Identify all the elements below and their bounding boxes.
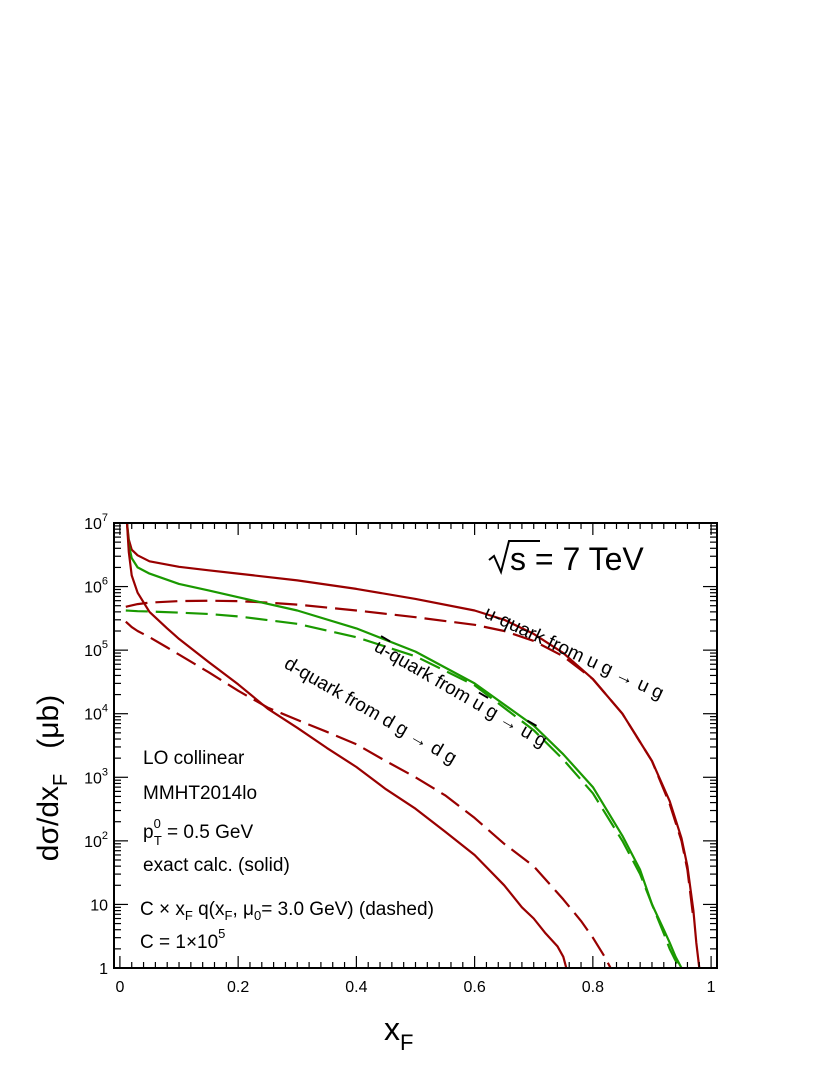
x-tick-label: 0.8 — [582, 979, 604, 996]
annotation-pt0-sup: 0 — [154, 816, 161, 831]
y-tick-label: 106 — [84, 576, 108, 597]
annotation-c-sup: 5 — [218, 926, 225, 941]
y-axis-label-sub: F — [50, 774, 72, 786]
y-axis-label-main: dσ/dx — [32, 786, 65, 861]
y-tick-label-exp: 3 — [102, 766, 108, 778]
annotation-formula-sub3: 0 — [254, 908, 261, 923]
annotation-c-main: C = 1×10 — [140, 932, 218, 953]
x-axis-label: xF — [384, 1011, 413, 1055]
y-tick-label-exp: 6 — [102, 576, 108, 588]
annotation-pt0: p0 T = 0.5 GeV — [143, 816, 253, 848]
annotation-formula-sub2: F — [225, 908, 233, 923]
y-tick-label-base: 10 — [84, 834, 102, 851]
curves-layer — [125, 523, 701, 968]
x-tick-label: 0.4 — [345, 979, 367, 996]
annotation-pt0-pre: p — [143, 822, 154, 843]
series-dark_red-dashed-1 — [125, 599, 695, 919]
annotation-dashed-formula: C × xF q(xF, μ0= 3.0 GeV) (dashed) — [140, 899, 434, 923]
y-tick-label: 107 — [84, 512, 108, 533]
y-tick-label: 102 — [84, 830, 108, 851]
y-axis-label: dσ/dxF (μb) — [32, 695, 72, 861]
annotation-pdf-set: MMHT2014lo — [143, 783, 257, 804]
annotation-block: LO collinear MMHT2014lo p0 T = 0.5 GeV ex… — [140, 748, 434, 953]
y-tick-label-exp: 4 — [102, 703, 108, 715]
y-tick-label-base: 10 — [84, 516, 102, 533]
x-tick-label: 0 — [115, 979, 124, 996]
label-ubar-quark-mid: -quark from — [380, 641, 479, 710]
y-tick-label-base: 10 — [84, 707, 102, 724]
sqrt-sign — [488, 540, 540, 576]
annotation-pt0-sub: T — [154, 833, 162, 848]
annotation-formula-post: = 3.0 GeV) (dashed) — [261, 899, 434, 920]
annotation-pt0-post: = 0.5 GeV — [162, 822, 254, 843]
energy-label: s = 7 TeV — [488, 540, 644, 577]
energy-label-root: s — [510, 541, 526, 577]
y-tick-label: 105 — [84, 639, 108, 660]
x-axis-label-main: x — [384, 1011, 400, 1047]
x-tick-label: 0.6 — [463, 979, 485, 996]
x-tick-label: 1 — [707, 979, 716, 996]
series-dark_red-solid-4 — [125, 523, 568, 968]
y-tick-label: 1 — [99, 961, 108, 978]
x-tick-label: 0.2 — [227, 979, 249, 996]
y-tick-label-exp: 5 — [102, 639, 108, 651]
y-axis-label-unit: (μb) — [32, 695, 65, 749]
annotation-c-constant: C = 1×105 — [140, 926, 225, 953]
y-tick-label: 104 — [84, 703, 108, 724]
y-tick-label-base: 10 — [84, 643, 102, 660]
series-dark_red-dashed-5 — [125, 620, 612, 968]
annotation-formula-mid2: , μ — [232, 899, 254, 920]
label-u-quark: u-quark from u g → u g — [481, 602, 667, 704]
y-tick-label-base: 10 — [84, 580, 102, 597]
series-green-dashed-3 — [125, 609, 683, 968]
annotation-lo-collinear: LO collinear — [143, 748, 245, 769]
y-tick-label: 103 — [84, 766, 108, 787]
svg-text:s = 7 TeV: s = 7 TeV — [510, 541, 644, 577]
y-tick-label: 10 — [90, 897, 108, 914]
annotation-exact-calc: exact calc. (solid) — [143, 855, 290, 876]
y-tick-label-exp: 7 — [102, 512, 108, 524]
annotation-formula-mid: q(x — [193, 899, 225, 920]
annotation-formula-sub1: F — [185, 908, 193, 923]
energy-label-rest: = 7 TeV — [526, 541, 644, 577]
annotation-formula-main: C × x — [140, 899, 185, 920]
ticks-layer — [114, 523, 717, 969]
y-tick-label-exp: 2 — [102, 830, 108, 842]
x-axis-label-sub: F — [400, 1030, 413, 1055]
y-tick-label-base: 10 — [84, 770, 102, 787]
